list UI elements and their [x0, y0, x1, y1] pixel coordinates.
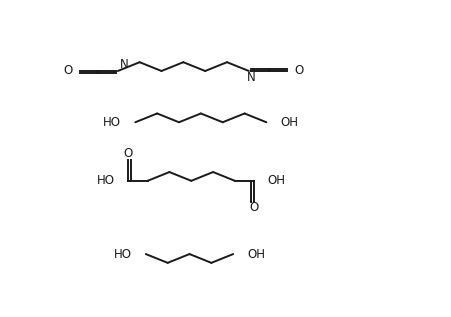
Text: OH: OH	[280, 116, 298, 129]
Text: HO: HO	[103, 116, 121, 129]
Text: O: O	[249, 201, 258, 214]
Text: N: N	[120, 58, 129, 71]
Text: O: O	[124, 147, 133, 160]
Text: HO: HO	[114, 248, 132, 261]
Text: HO: HO	[97, 174, 115, 187]
Text: N: N	[246, 71, 255, 84]
Text: OH: OH	[247, 248, 265, 261]
Text: O: O	[63, 64, 73, 77]
Text: O: O	[294, 64, 303, 77]
Text: OH: OH	[267, 174, 285, 187]
